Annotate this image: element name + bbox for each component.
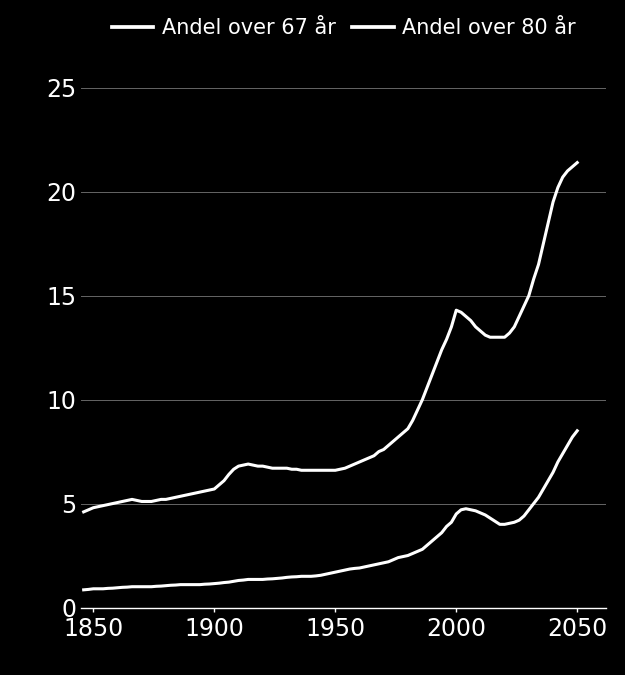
Andel over 67 år	[530, 275, 538, 283]
Andel over 80 år	[516, 516, 523, 524]
Andel over 67 år	[216, 481, 223, 489]
Line: Andel over 80 år: Andel over 80 år	[84, 431, 578, 590]
Andel over 80 år	[525, 506, 532, 514]
Legend: Andel over 67 år, Andel over 80 år: Andel over 67 år, Andel over 80 år	[103, 10, 584, 47]
Andel over 80 år	[80, 586, 88, 594]
Andel over 67 år	[516, 313, 523, 321]
Line: Andel over 67 år: Andel over 67 år	[84, 163, 578, 512]
Andel over 80 år	[216, 579, 223, 587]
Andel over 80 år	[539, 485, 547, 493]
Andel over 67 år	[366, 454, 373, 462]
Andel over 67 år	[574, 159, 581, 167]
Andel over 67 år	[539, 240, 547, 248]
Andel over 67 år	[525, 292, 532, 300]
Andel over 80 år	[366, 562, 373, 570]
Andel over 80 år	[530, 500, 538, 508]
Andel over 80 år	[574, 427, 581, 435]
Andel over 67 år	[80, 508, 88, 516]
